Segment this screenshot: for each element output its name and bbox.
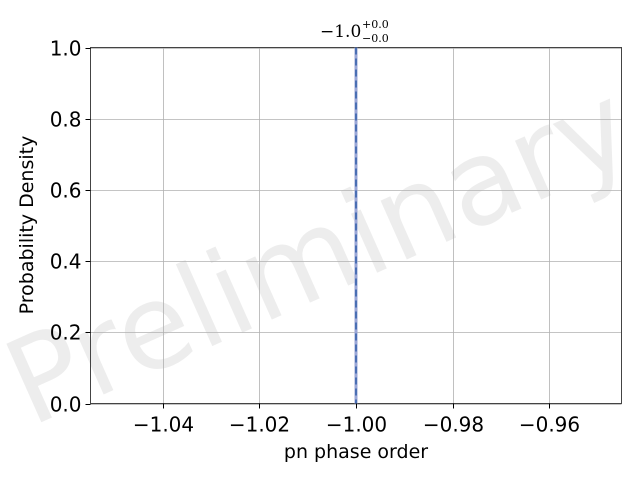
x-tick-labels: −1.04 −1.02 −1.00 −0.98 −0.96: [133, 413, 580, 437]
title-value: −1.0: [320, 22, 361, 42]
x-tick-label: −1.00: [326, 413, 387, 437]
y-tick-labels: 0.0 0.2 0.4 0.6 0.8 1.0: [50, 37, 82, 417]
title-upper: +0.0: [362, 18, 389, 31]
y-axis-label: Probability Density: [16, 136, 38, 315]
y-tick-label: 0.4: [50, 250, 82, 274]
title-lower: −0.0: [362, 32, 389, 45]
x-tick-label: −0.96: [519, 413, 580, 437]
x-axis-label: pn phase order: [284, 441, 428, 463]
y-tick-label: 0.6: [50, 179, 82, 203]
x-tick-label: −1.02: [229, 413, 290, 437]
y-tick-label: 0.8: [50, 108, 82, 132]
x-tick-label: −0.98: [423, 413, 484, 437]
watermark: Preliminary: [0, 55, 640, 452]
y-tick-label: 0.2: [50, 321, 82, 345]
chart-title: −1.0 +0.0 −0.0: [320, 18, 389, 45]
y-tick-label: 0.0: [50, 393, 82, 417]
y-tick-label: 1.0: [50, 37, 82, 61]
ticks: [85, 48, 550, 409]
x-tick-label: −1.04: [133, 413, 194, 437]
